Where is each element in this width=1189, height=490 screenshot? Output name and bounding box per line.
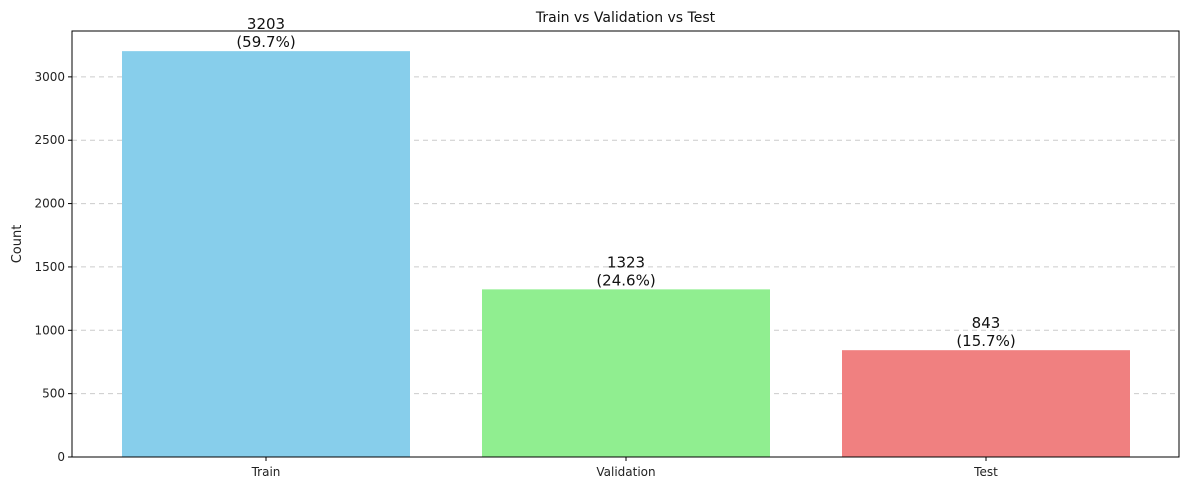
y-axis: 0 500 1000 1500 2000 2500 3000	[34, 70, 72, 464]
x-tick-label: Validation	[596, 465, 655, 479]
y-tick-label: 1000	[34, 323, 65, 337]
y-tick-label: 0	[57, 450, 65, 464]
bar-test	[842, 350, 1130, 457]
bar-value-label: 843	[972, 314, 1001, 332]
x-tick-label: Train	[251, 465, 281, 479]
bar-percent-label: (24.6%)	[596, 271, 655, 289]
bar-train	[122, 51, 410, 457]
y-tick-label: 2500	[34, 133, 65, 147]
bars	[122, 51, 1130, 457]
bar-percent-label: (59.7%)	[236, 33, 295, 51]
y-tick-label: 1500	[34, 260, 65, 274]
x-axis: Train Validation Test	[251, 457, 998, 479]
x-tick-label: Test	[973, 465, 998, 479]
bar-percent-label: (15.7%)	[956, 332, 1015, 350]
bar-value-label: 3203	[247, 15, 285, 33]
bar-validation	[482, 289, 770, 457]
y-tick-label: 500	[42, 387, 65, 401]
y-axis-label: Count	[10, 225, 25, 264]
chart-title: Train vs Validation vs Test	[535, 10, 716, 26]
y-tick-label: 2000	[34, 197, 65, 211]
bar-value-label: 1323	[607, 253, 645, 271]
y-tick-label: 3000	[34, 70, 65, 84]
bar-value-labels: 3203(59.7%) 1323(24.6%) 843(15.7%)	[236, 15, 1015, 350]
